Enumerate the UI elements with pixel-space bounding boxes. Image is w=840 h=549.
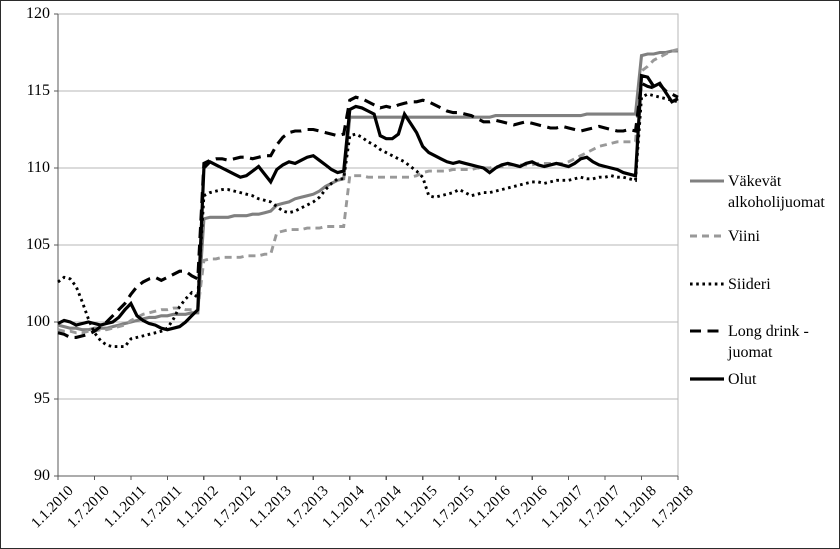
legend-label: Väkevät alkoholijuomat — [728, 173, 825, 211]
y-axis-tick-label: 90 — [34, 467, 50, 484]
y-axis-tick-label: 95 — [34, 390, 50, 407]
series-line-siideri — [57, 92, 679, 349]
y-axis-tick-label: 105 — [26, 236, 50, 253]
y-axis-tick-label: 110 — [26, 159, 50, 176]
legend-label: Olut — [728, 371, 757, 388]
legend-swatch-line — [690, 179, 724, 183]
series-line-olut — [57, 73, 679, 332]
legend-item-long-drink-juomat: Long drink - juomat — [689, 321, 839, 363]
legend-label: Viini — [728, 228, 760, 245]
series-line-long-drink-juomat — [57, 80, 679, 339]
legend-item-vakevat-alkoholijuomat: Väkevät alkoholijuomat — [689, 171, 839, 213]
y-axis-tick-label: 100 — [26, 313, 50, 330]
y-axis-tick-label: 120 — [26, 5, 50, 22]
legend-swatch-line — [690, 282, 724, 286]
legend-swatch-line — [690, 377, 724, 381]
legend-label: Siideri — [728, 276, 771, 293]
legend-item-olut: Olut — [689, 369, 839, 390]
legend-swatch-line — [690, 234, 724, 238]
series-line-viini — [57, 47, 679, 335]
legend-item-siideri: Siideri — [689, 274, 839, 295]
legend: Väkevät alkoholijuomat Viini Siideri Lon… — [689, 1, 839, 548]
legend-label: Long drink - juomat — [728, 323, 809, 361]
legend-item-viini: Viini — [689, 226, 839, 247]
legend-swatch-line — [690, 329, 724, 333]
y-axis-tick-label: 115 — [26, 82, 50, 99]
series-line-vakevat-alkoholijuomat — [57, 49, 678, 332]
